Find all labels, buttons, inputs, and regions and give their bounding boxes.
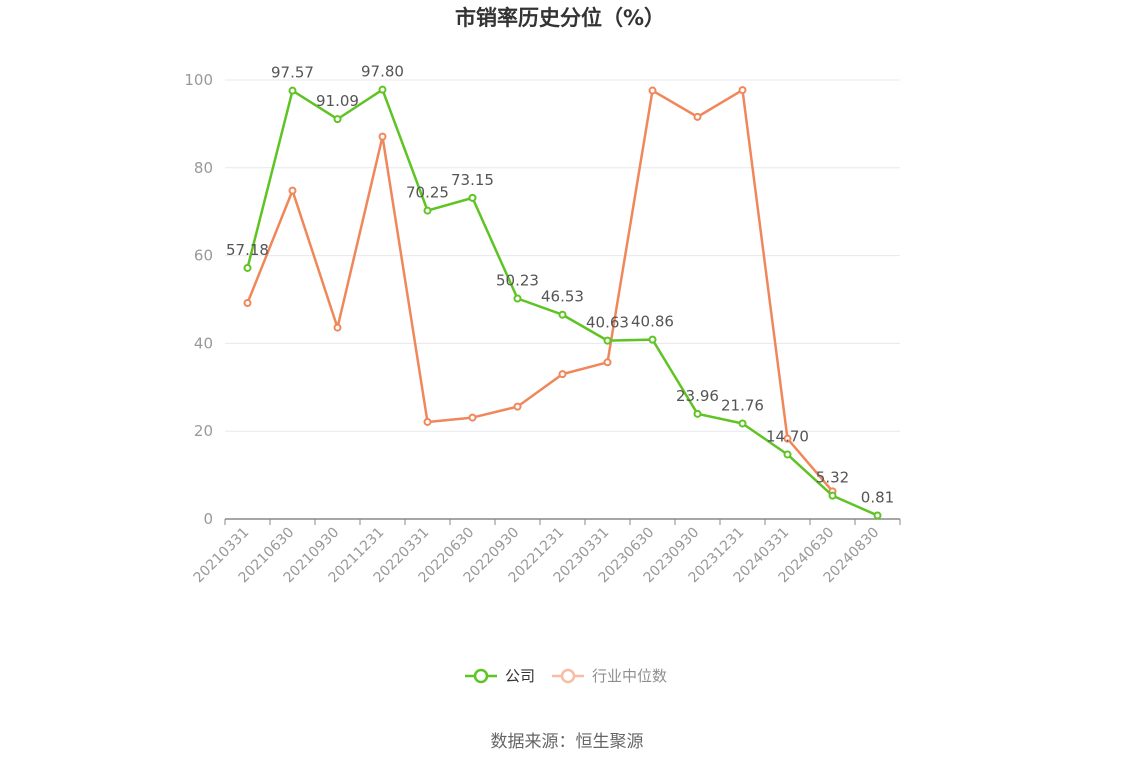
data-label: 23.96	[676, 387, 719, 405]
data-point	[603, 336, 612, 345]
series-line-industry-median	[246, 88, 834, 493]
data-label: 91.09	[316, 92, 359, 110]
data-point	[333, 323, 342, 332]
data-point	[828, 491, 837, 500]
data-point	[333, 115, 342, 124]
source-note: 数据来源：恒生聚源	[491, 732, 644, 752]
legend: 公司 行业中位数	[465, 667, 667, 685]
data-point	[738, 86, 747, 95]
legend-label: 公司	[505, 667, 535, 685]
data-label: 5.32	[816, 469, 849, 487]
data-label: 97.57	[271, 64, 314, 82]
data-label: 70.25	[406, 184, 449, 202]
data-point	[513, 294, 522, 303]
data-point	[468, 413, 477, 422]
data-point	[558, 310, 567, 319]
data-point	[288, 86, 297, 95]
data-point	[423, 206, 432, 215]
y-tick-label: 100	[184, 71, 213, 89]
chart-title: 市销率历史分位（%）	[455, 6, 665, 30]
data-point	[243, 299, 252, 308]
y-tick-label: 0	[203, 510, 213, 528]
data-point	[288, 186, 297, 195]
data-point	[783, 450, 792, 459]
data-point	[648, 86, 657, 95]
data-label: 50.23	[496, 271, 539, 289]
data-label: 40.63	[586, 314, 629, 332]
axes: 0204060801002021033120210630202109302021…	[184, 71, 901, 586]
data-label: 97.80	[361, 63, 404, 81]
data-point	[558, 370, 567, 379]
data-point	[693, 409, 702, 418]
data-point	[693, 112, 702, 121]
legend-item-company: 公司	[465, 667, 535, 685]
series-layer	[243, 85, 882, 520]
data-point	[603, 358, 612, 367]
y-tick-label: 60	[194, 247, 213, 265]
y-tick-label: 20	[194, 422, 213, 440]
legend-label: 行业中位数	[592, 667, 667, 685]
data-point	[783, 434, 792, 443]
legend-swatch-marker	[560, 668, 576, 684]
data-point	[468, 193, 477, 202]
data-point	[378, 132, 387, 141]
grid	[225, 79, 900, 432]
data-point	[243, 263, 252, 272]
legend-swatch-marker	[473, 668, 489, 684]
data-label: 46.53	[541, 288, 584, 306]
data-point	[423, 417, 432, 426]
data-label: 0.81	[861, 488, 894, 506]
data-label: 14.70	[766, 427, 809, 445]
data-label: 57.18	[226, 241, 269, 259]
data-label: 21.76	[721, 396, 764, 414]
legend-item-industry-median: 行业中位数	[552, 667, 667, 685]
data-point	[513, 402, 522, 411]
data-point	[738, 419, 747, 428]
data-point	[648, 335, 657, 344]
y-tick-label: 40	[194, 334, 213, 352]
y-tick-label: 80	[194, 159, 213, 177]
data-label: 40.86	[631, 313, 674, 331]
data-point	[378, 85, 387, 94]
data-point	[873, 511, 882, 520]
data-label: 73.15	[451, 171, 494, 189]
